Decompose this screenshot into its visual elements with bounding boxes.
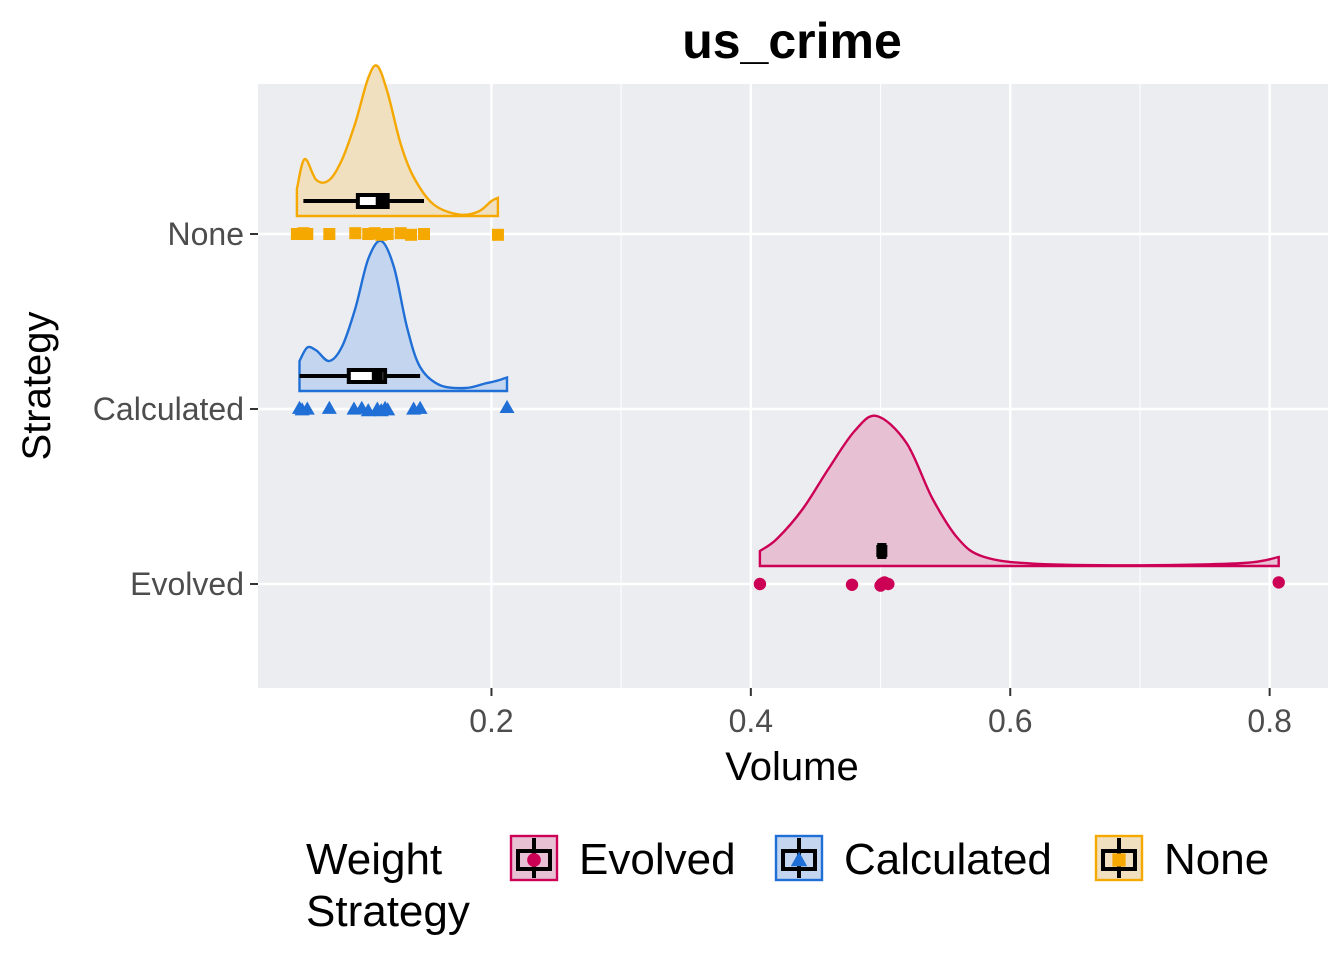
calculated-point bbox=[380, 402, 396, 416]
none-density bbox=[295, 64, 500, 218]
y-axis-title: Strategy bbox=[15, 312, 59, 461]
series-layer bbox=[290, 64, 1285, 592]
legend-key-marker bbox=[1112, 853, 1126, 867]
series-none bbox=[290, 64, 504, 241]
x-tick-label: 0.2 bbox=[469, 703, 513, 739]
legend-title-line-2: Strategy bbox=[306, 887, 470, 936]
calculated-point bbox=[299, 401, 315, 415]
axes: 0.2 0.4 0.6 0.8 Evolved Calculated None bbox=[93, 216, 1292, 739]
evolved-density bbox=[758, 414, 1280, 568]
legend-key-box bbox=[781, 849, 817, 871]
none-point bbox=[349, 227, 362, 240]
x-tick-label: 0.4 bbox=[729, 703, 773, 739]
calculated-point bbox=[321, 400, 337, 414]
none-point bbox=[381, 228, 394, 240]
legend-title-line-1: Weight bbox=[306, 835, 442, 884]
calculated-point bbox=[499, 399, 515, 414]
series-evolved bbox=[753, 414, 1285, 592]
legend-key-box bbox=[1101, 849, 1137, 871]
x-tick-label: 0.6 bbox=[988, 703, 1032, 739]
x-tick-label: 0.8 bbox=[1247, 703, 1291, 739]
legend-key-box bbox=[516, 849, 552, 871]
legend-entry-evolved: Evolved bbox=[509, 834, 736, 884]
legend-entry-none: None bbox=[1094, 834, 1269, 884]
series-calculated bbox=[292, 239, 515, 417]
evolved-point bbox=[882, 577, 895, 591]
evolved-point bbox=[753, 577, 767, 591]
none-median-marker bbox=[375, 195, 387, 207]
calculated-point bbox=[412, 400, 428, 414]
evolved-median-marker bbox=[876, 545, 888, 557]
none-point bbox=[405, 228, 418, 241]
none-point bbox=[394, 227, 407, 240]
grid-lines bbox=[258, 84, 1328, 688]
chart-title: us_crime bbox=[682, 13, 902, 69]
calculated-median-marker bbox=[371, 370, 383, 382]
evolved-point bbox=[845, 578, 859, 591]
none-point bbox=[491, 228, 504, 241]
evolved-point bbox=[1272, 576, 1285, 589]
y-tick-label: Calculated bbox=[93, 391, 244, 427]
none-point bbox=[418, 228, 431, 240]
x-axis-title: Volume bbox=[725, 745, 858, 789]
y-tick-label: None bbox=[168, 216, 245, 252]
legend-label-none: None bbox=[1164, 835, 1269, 884]
legend: Weight Strategy Evolved Calculated None bbox=[306, 834, 1269, 936]
none-point bbox=[301, 228, 314, 240]
legend-key-marker bbox=[527, 853, 541, 867]
y-tick-label: Evolved bbox=[130, 566, 244, 602]
calculated-density bbox=[298, 239, 509, 393]
legend-entry-calculated: Calculated bbox=[774, 834, 1052, 884]
none-point bbox=[323, 228, 336, 240]
legend-label-evolved: Evolved bbox=[579, 835, 736, 884]
legend-label-calculated: Calculated bbox=[844, 835, 1052, 884]
legend-key-marker bbox=[790, 851, 808, 867]
